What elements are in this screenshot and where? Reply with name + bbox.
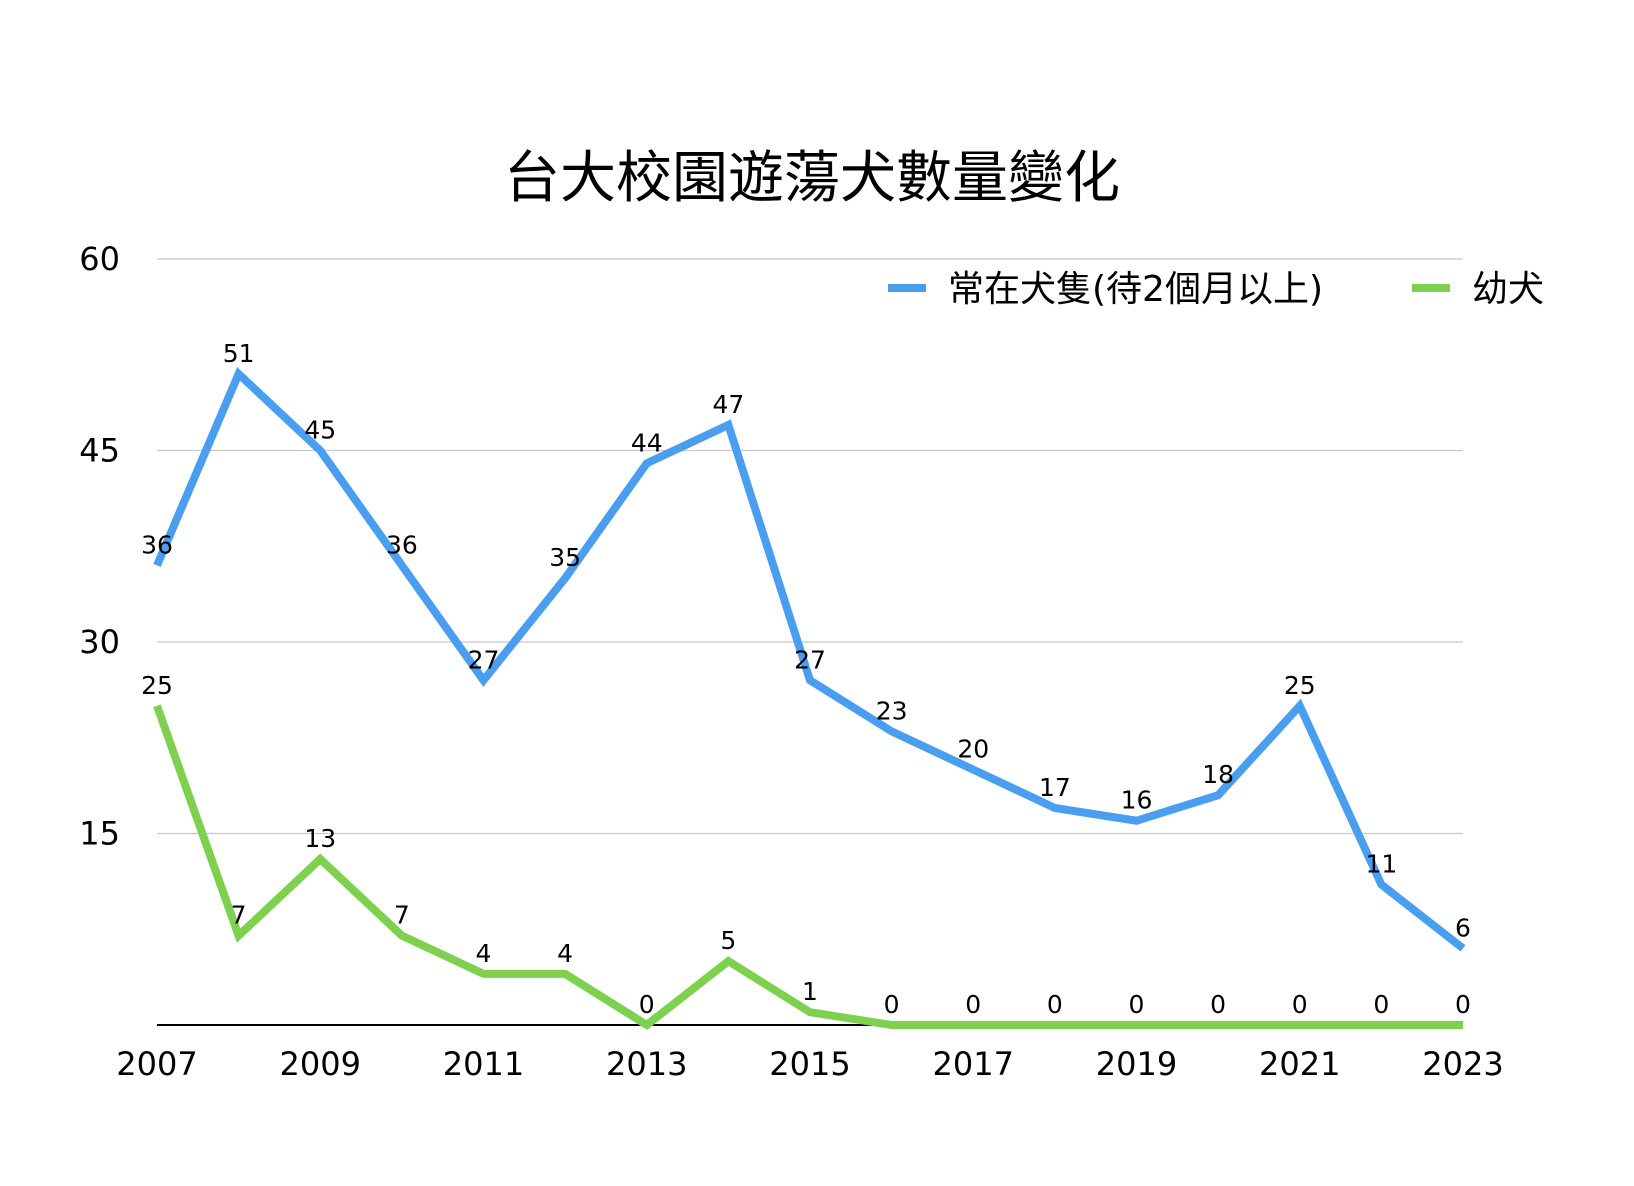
legend: 常在犬隻(待2個月以上) 幼犬 [888, 269, 1544, 310]
series-lines [153, 367, 1466, 1030]
data-label: 0 [1047, 990, 1063, 1019]
x-tick-label: 2019 [1096, 1045, 1177, 1083]
series-line-1 [153, 704, 1463, 1030]
x-tick-label: 2017 [933, 1045, 1014, 1083]
y-tick-label: 45 [79, 432, 120, 470]
data-label: 16 [1121, 786, 1153, 815]
data-label: 27 [468, 645, 500, 674]
data-label: 0 [639, 990, 655, 1019]
data-label: 6 [1455, 913, 1471, 942]
data-label: 0 [1129, 990, 1145, 1019]
y-tick-label: 30 [79, 623, 120, 661]
data-label: 20 [957, 735, 989, 764]
data-label: 45 [304, 416, 336, 445]
x-axis-ticks: 2007 2009 2011 2013 2015 2017 2019 2021 2023 [116, 1045, 1503, 1083]
data-label: 13 [304, 824, 336, 853]
data-label: 4 [557, 939, 573, 968]
legend-label-1: 幼犬 [1472, 269, 1544, 310]
data-label: 1 [802, 977, 818, 1006]
data-label: 0 [1292, 990, 1308, 1019]
y-axis-ticks: 15 30 45 60 [79, 240, 120, 853]
data-label: 35 [549, 543, 581, 572]
x-tick-label: 2023 [1422, 1045, 1503, 1083]
gridlines [157, 258, 1463, 835]
data-label: 7 [394, 901, 410, 930]
data-label: 36 [386, 530, 418, 559]
data-label: 0 [965, 990, 981, 1019]
data-label: 27 [794, 645, 826, 674]
x-tick-label: 2011 [443, 1045, 524, 1083]
data-label: 36 [141, 530, 173, 559]
data-label: 18 [1202, 760, 1234, 789]
data-label: 5 [720, 926, 736, 955]
data-label: 7 [231, 901, 247, 930]
data-label: 0 [1373, 990, 1389, 1019]
data-label: 25 [141, 671, 173, 700]
data-label: 44 [631, 428, 663, 457]
data-label: 0 [1455, 990, 1471, 1019]
data-label: 23 [876, 696, 908, 725]
data-label: 47 [712, 390, 744, 419]
data-label: 11 [1365, 850, 1397, 879]
chart-title: 台大校園遊蕩犬數量變化 [504, 146, 1120, 211]
data-label: 17 [1039, 773, 1071, 802]
data-label: 51 [223, 339, 255, 368]
data-label: 4 [476, 939, 492, 968]
x-tick-label: 2013 [606, 1045, 687, 1083]
series-line-0 [153, 367, 1466, 952]
data-label: 0 [884, 990, 900, 1019]
y-tick-label: 60 [79, 240, 120, 278]
x-tick-label: 2009 [280, 1045, 361, 1083]
legend-label-0: 常在犬隻(待2個月以上) [948, 269, 1323, 310]
y-tick-label: 15 [79, 815, 120, 853]
x-tick-label: 2007 [116, 1045, 197, 1083]
data-label: 0 [1210, 990, 1226, 1019]
x-tick-label: 2015 [769, 1045, 850, 1083]
data-label: 25 [1284, 671, 1316, 700]
x-tick-label: 2021 [1259, 1045, 1340, 1083]
